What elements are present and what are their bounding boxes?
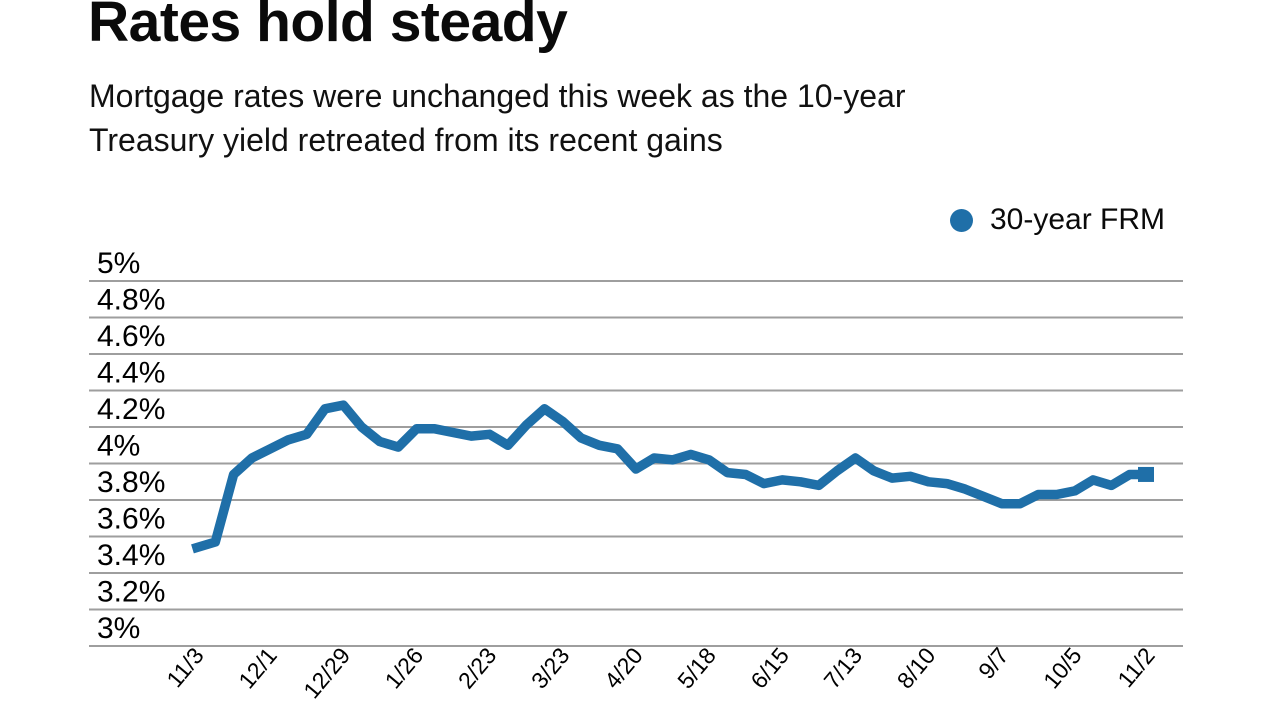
y-tick-label: 4.8% <box>97 284 165 317</box>
x-tick-label: 5/18 <box>672 643 721 694</box>
y-axis-labels: 5% 4.8%4.6% 4.4%4.2% 4%3.8% 3.6%3.4% 3.2%3% <box>97 247 165 645</box>
legend-dot-icon <box>950 208 973 232</box>
x-tick-label: 1/26 <box>380 643 429 694</box>
subtitle-line-2: Treasury yield retreated from its recent… <box>89 122 723 158</box>
y-tick-label: 3.8% <box>97 466 165 499</box>
y-tick-label: 5% <box>97 247 140 280</box>
gridlines <box>89 280 1183 647</box>
page-title: Rates hold steady <box>88 0 568 54</box>
x-axis-labels: 11/3 12/1 12/29 1/26 2/23 3/23 4/20 5/18 6/15 7/1… <box>161 643 1160 704</box>
x-tick-label: 4/20 <box>599 643 648 694</box>
x-tick-label: 2/23 <box>453 643 502 694</box>
y-tick-label: 3.2% <box>97 576 165 609</box>
y-tick-label: 4.6% <box>97 320 165 353</box>
y-tick-label: 4.2% <box>97 393 165 426</box>
x-tick-label: 3/23 <box>526 643 575 694</box>
x-tick-label: 11/3 <box>161 643 209 693</box>
legend-label: 30-year FRM <box>990 203 1166 236</box>
y-tick-label: 3% <box>97 612 140 645</box>
x-tick-label: 12/1 <box>233 643 282 694</box>
frm-line-series <box>191 400 1153 554</box>
x-tick-label: 6/15 <box>745 643 794 694</box>
x-tick-label: 12/29 <box>298 643 355 704</box>
subtitle-line-1: Mortgage rates were unchanged this week … <box>89 78 906 114</box>
x-tick-label: 10/5 <box>1038 643 1087 694</box>
y-tick-label: 4% <box>97 430 140 463</box>
x-tick-label: 9/7 <box>973 643 1013 684</box>
y-tick-label: 3.6% <box>97 503 165 536</box>
legend: 30-year FRM <box>950 203 1165 237</box>
x-tick-label: 11/2 <box>1112 643 1160 693</box>
chart-subtitle: Mortgage rates were unchanged this week … <box>89 74 905 162</box>
latest-value-marker <box>1138 466 1154 482</box>
y-tick-label: 3.4% <box>97 539 165 572</box>
y-tick-label: 4.4% <box>97 357 165 390</box>
x-tick-label: 7/13 <box>819 643 868 694</box>
x-tick-label: 8/10 <box>892 643 941 694</box>
